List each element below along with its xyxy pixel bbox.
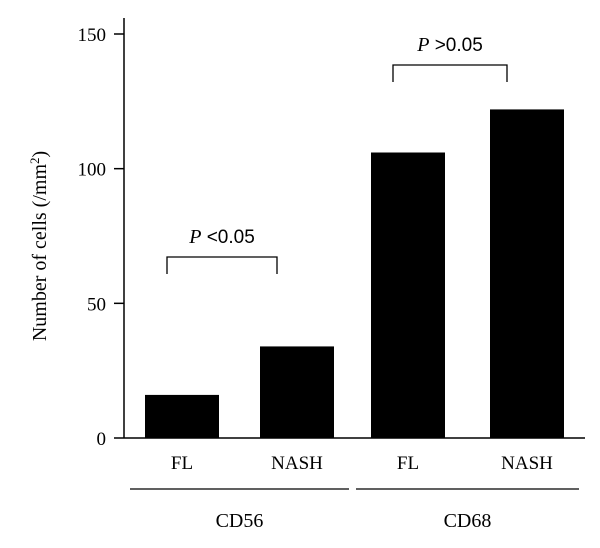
category-label: NASH [501,453,553,474]
x-axis-labels: FL NASH FL NASH [171,453,553,474]
y-tick-label: 150 [78,25,107,46]
y-axis-label: Number of cells (/mm2) [27,151,52,341]
bar-3 [490,109,564,438]
y-tick-label: 50 [87,294,106,315]
bar-0 [145,394,219,438]
significance-label: P >0.05 [416,34,483,56]
category-label: NASH [271,453,323,474]
y-tick-label: 100 [78,160,107,181]
y-tick-label: 0 [97,429,107,450]
significance-bracket [166,256,278,274]
significance-bracket [392,64,508,82]
bars [145,109,564,439]
group-label: CD56 [216,510,264,532]
bar-2 [371,152,445,439]
category-label: FL [397,453,419,474]
bar-1 [260,346,334,438]
significance-label: P <0.05 [188,226,255,248]
category-label: FL [171,453,193,474]
significance-annotations: P <0.05 P >0.05 [166,34,508,274]
group-labels: CD56 CD68 [130,488,579,532]
group-label: CD68 [444,510,492,532]
